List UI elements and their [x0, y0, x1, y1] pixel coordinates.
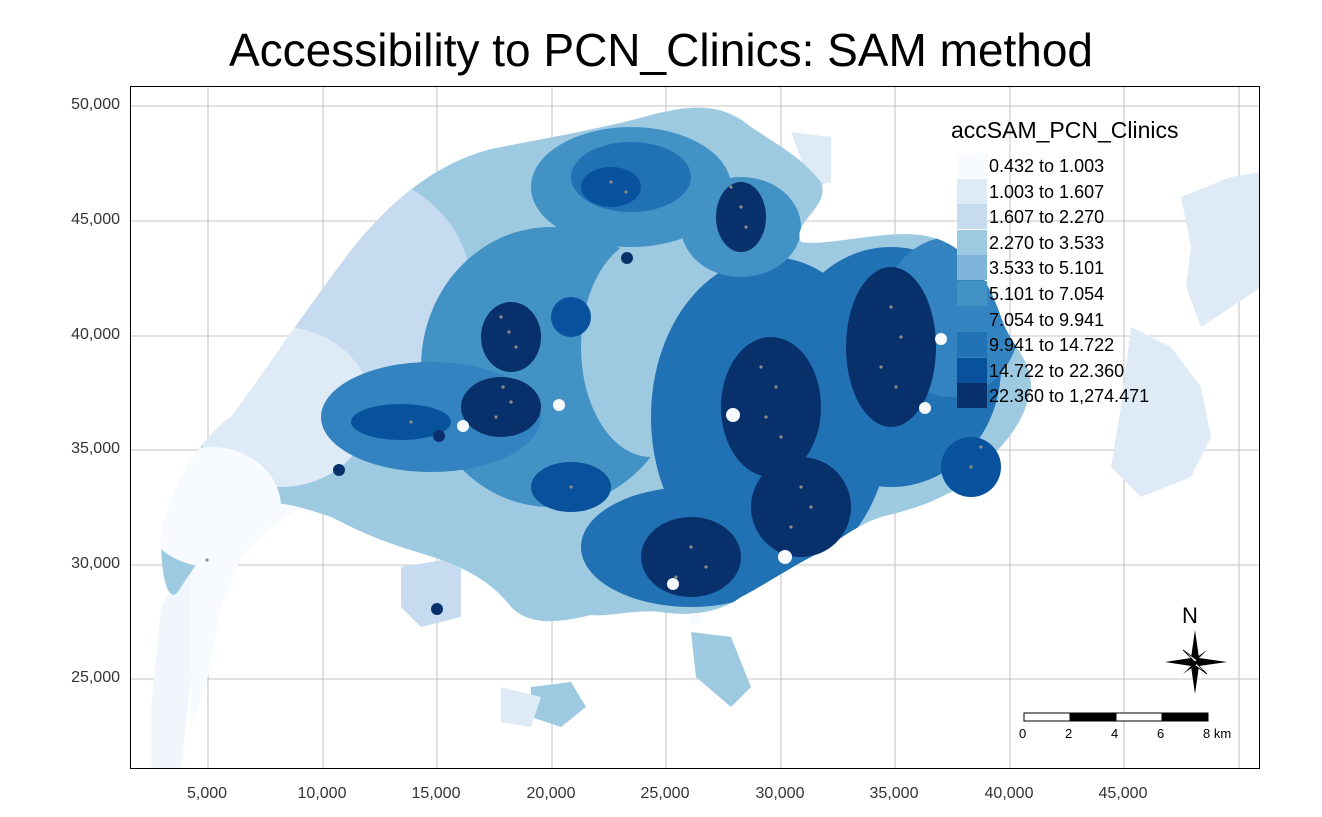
- scale-bar: [1023, 712, 1209, 722]
- y-tick-label: 30,000: [71, 555, 120, 572]
- low-accessibility-cells: [457, 333, 947, 625]
- high-accessibility-cores: [333, 167, 1001, 615]
- legend-swatch: [957, 153, 987, 178]
- legend-swatch: [957, 383, 987, 409]
- x-tick-label: 45,000: [1098, 785, 1148, 802]
- legend-swatch: [957, 204, 987, 230]
- north-label: N: [1182, 603, 1198, 628]
- y-tick-label: 40,000: [71, 326, 120, 343]
- legend-label: 2.270 to 3.533: [989, 232, 1105, 253]
- outer-land-polygons: [151, 132, 1259, 768]
- x-tick-label: 15,000: [411, 785, 461, 802]
- legend-item: 9.941 to 14.722: [957, 332, 1114, 358]
- legend-label: 5.101 to 7.054: [989, 284, 1105, 304]
- legend-label: 3.533 to 5.101: [989, 258, 1105, 279]
- scale-tick: 0: [1019, 726, 1027, 741]
- legend-label: 9.941 to 14.722: [989, 335, 1115, 356]
- y-tick-label: 35,000: [71, 440, 120, 457]
- compass-rose-icon: [1165, 630, 1227, 694]
- choropleth-map: [131, 87, 1259, 768]
- x-tick-label: 25,000: [640, 785, 690, 802]
- legend-label: 1.003 to 1.607: [989, 181, 1105, 202]
- legend-item: 1.003 to 1.607: [957, 178, 1104, 204]
- scale-tick: 4: [1111, 726, 1119, 741]
- map-title: Accessibility to PCN_Clinics: SAM method: [228, 24, 1094, 76]
- legend-item: 2.270 to 3.533: [957, 229, 1104, 255]
- clinic-points: [205, 180, 983, 579]
- scale-tick: 2: [1065, 726, 1073, 741]
- legend-swatch: [957, 229, 987, 255]
- legend-swatch: [957, 357, 987, 383]
- legend-swatch: [957, 255, 987, 281]
- y-tick-label: 45,000: [71, 211, 120, 228]
- legend-item: 1.607 to 2.270: [957, 204, 1104, 230]
- legend-item: 5.101 to 7.054: [957, 281, 1104, 306]
- legend-item: 0.432 to 1.003: [957, 153, 1104, 178]
- legend-item: 22.360 to 1,274.471: [957, 383, 1149, 409]
- x-tick-label: 5,000: [186, 785, 228, 802]
- legend-item: 7.054 to 9.941: [957, 306, 1104, 332]
- legend-label: 7.054 to 9.941: [989, 309, 1105, 330]
- legend-label: 22.360 to 1,274.471: [989, 386, 1150, 407]
- legend-swatch: [957, 178, 987, 204]
- x-tick-label: 40,000: [984, 785, 1034, 802]
- legend-label: 1.607 to 2.270: [989, 207, 1105, 228]
- y-tick-label: 25,000: [71, 669, 120, 686]
- legend-label: 0.432 to 1.003: [989, 156, 1105, 176]
- legend-swatch: [957, 332, 987, 358]
- x-tick-label: 35,000: [869, 785, 919, 802]
- scale-tick: 8 km: [1203, 726, 1232, 741]
- legend-swatch: [957, 281, 987, 306]
- x-tick-label: 10,000: [297, 785, 347, 802]
- scale-tick: 6: [1157, 726, 1165, 741]
- map-panel: [130, 86, 1260, 769]
- legend-title: accSAM_PCN_Clinics: [951, 117, 1179, 143]
- legend-swatch: [957, 306, 987, 332]
- x-tick-label: 30,000: [755, 785, 805, 802]
- legend-label: 14.722 to 22.360: [989, 360, 1125, 381]
- y-tick-label: 50,000: [71, 96, 120, 113]
- legend-item: 14.722 to 22.360: [957, 357, 1124, 383]
- legend-item: 3.533 to 5.101: [957, 255, 1104, 281]
- x-tick-label: 20,000: [526, 785, 576, 802]
